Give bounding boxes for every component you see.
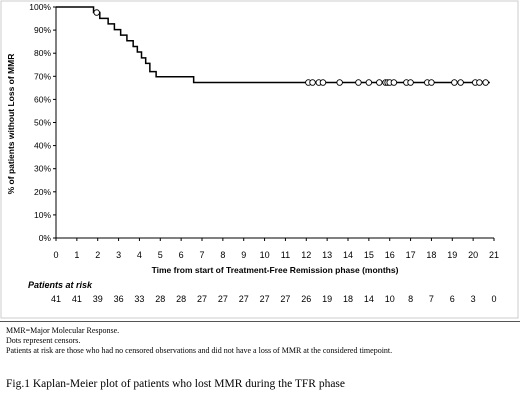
risk-count: 14 <box>364 294 374 304</box>
y-tick-label: 80% <box>34 48 51 58</box>
censor-point <box>93 9 100 16</box>
y-axis: 0% 10% 20% 30% 40% 50% 60% 70% 80% 90% 100% <box>29 2 56 243</box>
risk-count: 26 <box>301 294 311 304</box>
censor-point <box>309 79 316 86</box>
risk-count: 39 <box>93 294 103 304</box>
risk-count: 27 <box>197 294 207 304</box>
censor-point <box>376 79 383 86</box>
y-tick-label: 30% <box>34 164 51 174</box>
x-tick-label: 3 <box>116 250 121 260</box>
figure-caption: Fig.1 Kaplan-Meier plot of patients who … <box>6 378 346 390</box>
footnote-censors: Dots represent censors. <box>6 336 81 345</box>
risk-count: 28 <box>176 294 186 304</box>
censor-point <box>336 79 343 86</box>
x-axis: 0 1 2 3 4 5 6 7 8 9 10 11 12 13 14 15 16 17 18 19 20 21 <box>53 238 499 260</box>
risk-count: 10 <box>385 294 395 304</box>
km-curve <box>56 6 490 84</box>
x-tick-label: 16 <box>385 250 395 260</box>
y-tick-label: 100% <box>29 2 51 12</box>
censor-point <box>457 79 464 86</box>
x-axis-label: Time from start of Treatment-Free Remiss… <box>152 265 399 275</box>
censor-point <box>365 79 373 86</box>
x-tick-label: 12 <box>301 250 311 260</box>
censor-point <box>428 79 435 86</box>
risk-count: 27 <box>218 294 228 304</box>
x-tick-label: 20 <box>468 250 478 260</box>
x-tick-label: 1 <box>74 250 79 260</box>
risk-count: 3 <box>471 294 476 304</box>
censor-point <box>451 79 458 86</box>
y-tick-label: 20% <box>34 187 51 197</box>
x-tick-label: 9 <box>241 250 246 260</box>
y-tick-label: 90% <box>34 25 51 35</box>
risk-count: 6 <box>450 294 455 304</box>
risk-count: 28 <box>155 294 165 304</box>
risk-count: 27 <box>260 294 270 304</box>
y-tick-label: 40% <box>34 141 51 151</box>
risk-count: 27 <box>239 294 249 304</box>
risk-count: 7 <box>429 294 434 304</box>
risk-count: 8 <box>408 294 413 304</box>
footnote-at-risk: Patients at risk are those who had no ce… <box>6 346 393 355</box>
censor-point <box>476 79 483 86</box>
risk-count: 18 <box>343 294 353 304</box>
risk-count: 36 <box>114 294 124 304</box>
footnote-mmr: MMR=Major Molecular Response. <box>6 326 120 335</box>
risk-count: 0 <box>491 294 496 304</box>
x-tick-label: 10 <box>260 250 270 260</box>
x-tick-label: 4 <box>137 250 142 260</box>
x-tick-label: 18 <box>426 250 436 260</box>
x-tick-label: 8 <box>220 250 225 260</box>
y-tick-label: 70% <box>34 71 51 81</box>
risk-count: 19 <box>322 294 332 304</box>
risk-count: 33 <box>134 294 144 304</box>
y-tick-label: 0% <box>39 233 52 243</box>
censor-point <box>482 79 489 86</box>
x-tick-label: 11 <box>281 250 290 260</box>
x-tick-label: 15 <box>364 250 374 260</box>
x-tick-label: 0 <box>53 250 58 260</box>
censor-point <box>390 79 398 86</box>
x-tick-label: 14 <box>343 250 353 260</box>
y-tick-label: 60% <box>34 94 51 104</box>
risk-count: 27 <box>280 294 290 304</box>
footnotes: MMR=Major Molecular Response. Dots repre… <box>6 326 392 356</box>
x-tick-label: 2 <box>95 250 100 260</box>
x-tick-label: 7 <box>199 250 204 260</box>
x-tick-label: 5 <box>158 250 163 260</box>
x-tick-label: 17 <box>406 250 416 260</box>
divider <box>0 321 520 322</box>
censor-point <box>407 79 414 86</box>
y-tick-label: 10% <box>34 210 51 220</box>
x-tick-label: 6 <box>179 250 184 260</box>
censor-point <box>355 79 362 86</box>
plot-frame <box>0 0 519 319</box>
censor-point <box>319 79 327 86</box>
censor-marks <box>93 9 489 86</box>
x-tick-label: 13 <box>322 250 332 260</box>
risk-table-title: Patients at risk <box>28 280 93 290</box>
x-tick-label: 21 <box>489 250 499 260</box>
x-tick-label: 19 <box>447 250 457 260</box>
km-chart: % of patients without Loss of MMR 0% 10% 2… <box>0 0 519 319</box>
risk-table: 41 41 39 36 33 28 28 27 27 27 27 27 26 19 18 14 10 8 7 6 3 0 <box>51 294 497 304</box>
risk-count: 41 <box>72 294 82 304</box>
y-tick-label: 50% <box>34 118 51 128</box>
risk-count: 41 <box>51 294 61 304</box>
y-axis-label: % of patients without Loss of MMR <box>6 54 16 195</box>
